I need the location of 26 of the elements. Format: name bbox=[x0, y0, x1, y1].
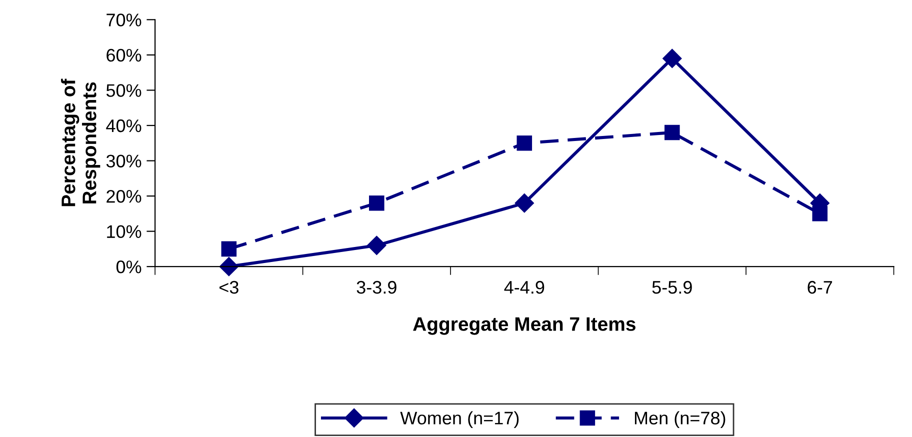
y-tick-label: 20% bbox=[106, 190, 142, 203]
point bbox=[369, 195, 384, 211]
x-tick-label: 5-5.9 bbox=[652, 280, 692, 294]
point bbox=[662, 48, 682, 68]
y-tick-label: 70% bbox=[106, 14, 142, 26]
x-tick-label: 6-7 bbox=[808, 280, 832, 294]
y-tick-label: 60% bbox=[106, 48, 142, 62]
point bbox=[812, 206, 828, 222]
legend-label: Women (n=17) bbox=[400, 411, 519, 428]
y-tick-label: 0% bbox=[116, 260, 142, 274]
y-tick-label: 40% bbox=[106, 119, 142, 132]
point bbox=[221, 241, 237, 257]
point bbox=[514, 194, 534, 213]
y-tick-label: 30% bbox=[106, 154, 142, 168]
y-tick-label: 50% bbox=[106, 84, 142, 97]
legend-label: Men (n=78) bbox=[634, 411, 726, 428]
y-axis-title: Percentage of Respondents bbox=[61, 78, 100, 206]
x-axis-title: Aggregate Mean 7 Items bbox=[413, 317, 636, 335]
point bbox=[664, 124, 680, 140]
y-tick-label: 10% bbox=[107, 225, 142, 238]
point bbox=[367, 236, 386, 255]
point bbox=[516, 135, 532, 151]
point bbox=[219, 257, 238, 276]
x-tick-label: 3-3.9 bbox=[356, 280, 396, 294]
x-tick-label: <3 bbox=[220, 280, 238, 294]
x-tick-label: 4-4.9 bbox=[504, 280, 544, 294]
